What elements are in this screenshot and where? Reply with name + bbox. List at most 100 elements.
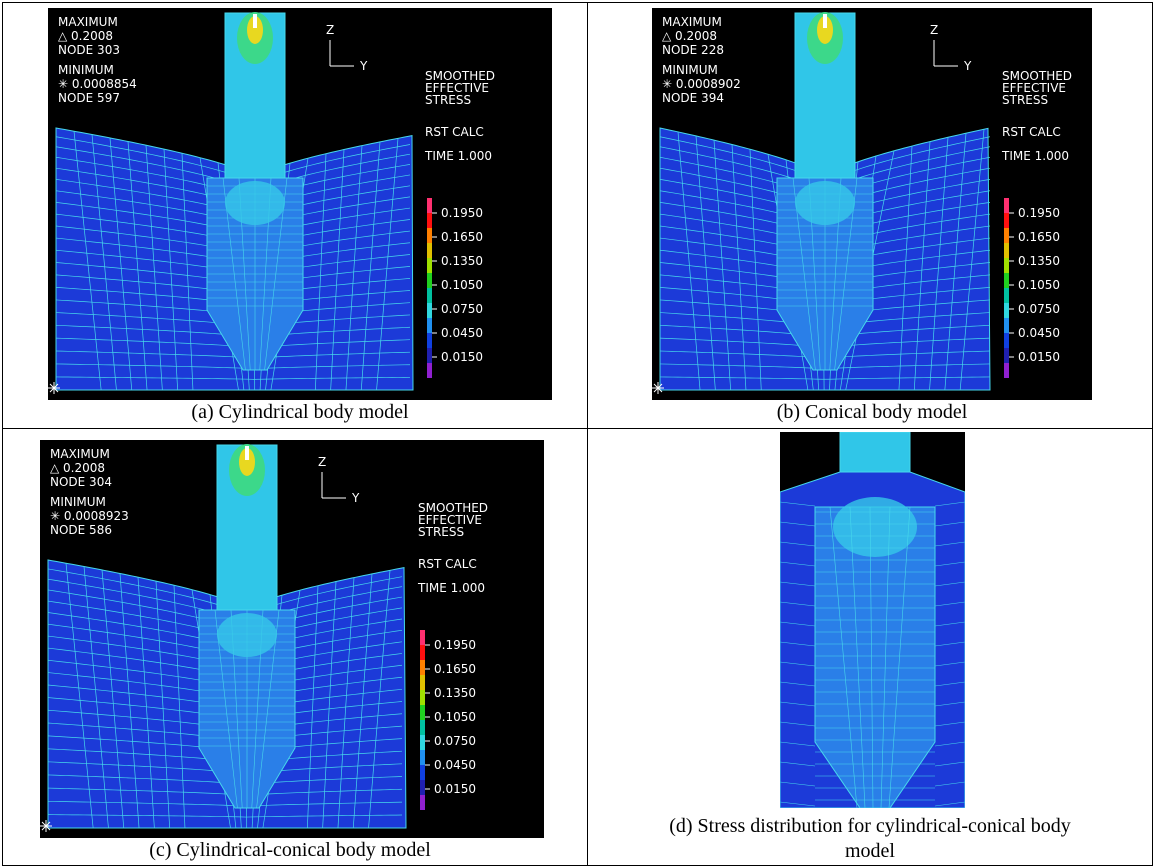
color-bar xyxy=(1004,303,1009,318)
scale-label: 0.1350 xyxy=(1018,254,1060,268)
color-bar xyxy=(1004,243,1009,258)
color-bar xyxy=(420,795,425,810)
color-bar xyxy=(427,198,432,213)
color-bar xyxy=(427,258,432,273)
color-bar xyxy=(420,675,425,690)
color-bar xyxy=(1004,348,1009,363)
fem-detail xyxy=(780,432,965,808)
scale-label: 0.1050 xyxy=(441,278,483,292)
plot-label: MAXIMUM xyxy=(662,15,722,29)
color-bar xyxy=(1004,318,1009,333)
caption: (d) Stress distribution for cylindrical-… xyxy=(650,814,1090,864)
scale-label: 0.1950 xyxy=(434,638,476,652)
scale-label: 0.0750 xyxy=(434,734,476,748)
color-bar xyxy=(420,735,425,750)
legend-title: STRESS xyxy=(418,525,464,539)
legend-text: TIME 1.000 xyxy=(424,149,492,163)
scale-label: 0.1950 xyxy=(1018,206,1060,220)
load-point xyxy=(823,14,827,28)
scale-label: 0.1650 xyxy=(1018,230,1060,244)
axis-label: Y xyxy=(359,59,368,73)
load-point xyxy=(245,446,249,460)
stress-zone xyxy=(795,181,855,225)
scale-label: 0.1350 xyxy=(441,254,483,268)
plot-label: MAXIMUM xyxy=(58,15,118,29)
color-bar xyxy=(427,348,432,363)
legend-text: RST CALC xyxy=(418,557,477,571)
fem-plot: MAXIMUM△ 0.2008NODE 304MINIMUM✳ 0.000892… xyxy=(40,440,544,838)
color-bar xyxy=(427,363,432,378)
plot-label: △ 0.2008 xyxy=(50,461,105,475)
legend-text: RST CALC xyxy=(425,125,484,139)
plot-label: NODE 394 xyxy=(662,91,724,105)
axis-label: Z xyxy=(930,23,938,37)
color-bar xyxy=(420,780,425,795)
color-bar xyxy=(420,645,425,660)
plot-label: △ 0.2008 xyxy=(662,29,717,43)
color-bar xyxy=(1004,228,1009,243)
fem-plot: MAXIMUM△ 0.2008NODE 228 MINIMUM✳ 0.000890… xyxy=(652,8,1092,400)
color-bar xyxy=(1004,273,1009,288)
plot-label: MINIMUM xyxy=(58,63,114,77)
plot-label: ✳ 0.0008923 xyxy=(50,509,129,523)
plot-label: NODE 586 xyxy=(50,523,112,537)
axis-label: Z xyxy=(318,455,326,469)
caption: (c) Cylindrical-conical body model xyxy=(90,838,490,863)
scale-label: 0.0750 xyxy=(1018,302,1060,316)
color-bar xyxy=(420,765,425,780)
plot-label: ✳ 0.0008854 xyxy=(58,77,137,91)
color-bar xyxy=(427,303,432,318)
scale-label: 0.0150 xyxy=(441,350,483,364)
scale-label: 0.1050 xyxy=(434,710,476,724)
scale-label: 0.0450 xyxy=(434,758,476,772)
legend-text: TIME 1.000 xyxy=(1001,149,1069,163)
color-bar xyxy=(1004,288,1009,303)
color-bar xyxy=(427,318,432,333)
plot-label: MINIMUM xyxy=(662,63,718,77)
color-bar xyxy=(1004,198,1009,213)
color-bar xyxy=(427,288,432,303)
legend-text: TIME 1.000 xyxy=(417,581,485,595)
plot-label: NODE 597 xyxy=(58,91,120,105)
scale-label: 0.0450 xyxy=(441,326,483,340)
color-bar xyxy=(427,228,432,243)
color-bar xyxy=(427,243,432,258)
color-bar xyxy=(427,333,432,348)
color-bar xyxy=(420,660,425,675)
page: MAXIMUM△ 0.2008NODE 303MINIMUM✳ 0.000885… xyxy=(0,0,1155,868)
color-bar xyxy=(420,690,425,705)
plot-label: NODE 228 xyxy=(662,43,724,57)
axis-label: Y xyxy=(963,59,972,73)
scale-label: 0.1050 xyxy=(1018,278,1060,292)
color-bar xyxy=(1004,363,1009,378)
plot-label: NODE 304 xyxy=(50,475,112,489)
color-bar xyxy=(420,705,425,720)
scale-label: 0.0450 xyxy=(1018,326,1060,340)
color-bar xyxy=(1004,213,1009,228)
scale-label: 0.0150 xyxy=(434,782,476,796)
stress-zone xyxy=(217,613,277,657)
scale-label: 0.1350 xyxy=(434,686,476,700)
scale-label: 0.1650 xyxy=(434,662,476,676)
axis-label: Z xyxy=(326,23,334,37)
row-divider xyxy=(2,428,1153,429)
scale-label: 0.0150 xyxy=(1018,350,1060,364)
color-bar xyxy=(1004,258,1009,273)
column-divider xyxy=(587,2,588,866)
color-bar xyxy=(420,750,425,765)
scale-label: 0.1650 xyxy=(441,230,483,244)
legend-text: RST CALC xyxy=(1002,125,1061,139)
color-bar xyxy=(420,720,425,735)
plot-label: ✳ 0.0008902 xyxy=(662,77,741,91)
scale-label: 0.1950 xyxy=(441,206,483,220)
color-bar xyxy=(427,213,432,228)
color-bar xyxy=(427,273,432,288)
color-bar xyxy=(1004,333,1009,348)
plot-label: NODE 303 xyxy=(58,43,120,57)
post xyxy=(840,432,910,472)
plot-label: MINIMUM xyxy=(50,495,106,509)
plot-label: △ 0.2008 xyxy=(58,29,113,43)
stress-zone xyxy=(225,181,285,225)
legend-title: STRESS xyxy=(425,93,471,107)
